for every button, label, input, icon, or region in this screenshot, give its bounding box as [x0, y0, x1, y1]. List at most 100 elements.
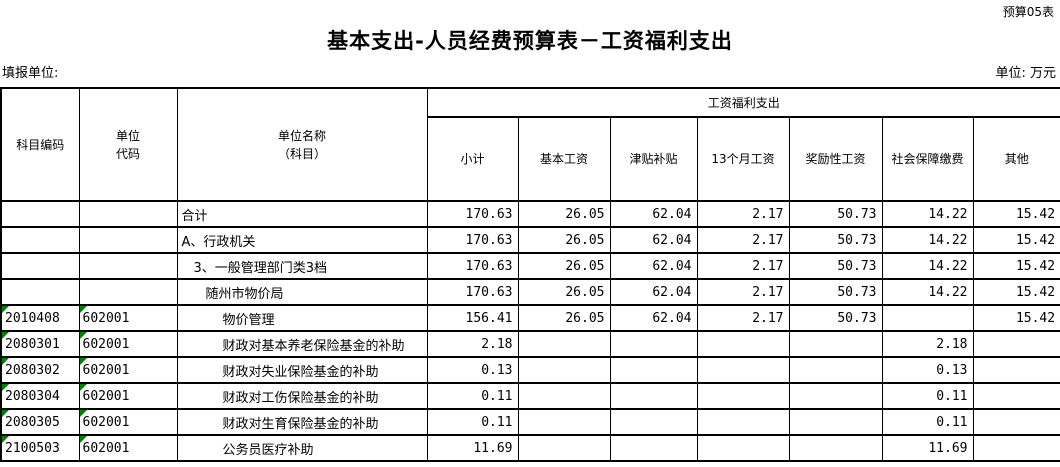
unit-code-cell[interactable] [78, 252, 178, 280]
value-cell[interactable] [609, 434, 698, 462]
subject-code-cell[interactable] [0, 226, 80, 254]
unit-name-cell[interactable]: A、行政机关 [176, 226, 428, 254]
group-header[interactable]: 工资福利支出 [426, 87, 1060, 118]
value-cell[interactable]: 170.63 [426, 278, 519, 306]
value-cell[interactable] [609, 330, 698, 358]
value-cell[interactable] [517, 356, 611, 384]
value-cell[interactable]: 2.17 [696, 200, 790, 228]
value-cell[interactable]: 170.63 [426, 226, 519, 254]
value-cell[interactable]: 0.11 [881, 382, 974, 410]
value-cell[interactable]: 15.42 [972, 252, 1060, 280]
sub-column-header-3[interactable]: 13个月工资 [696, 116, 790, 202]
unit-code-cell[interactable] [78, 226, 178, 254]
column-header-1[interactable]: 单位 代码 [78, 87, 178, 202]
subject-code-cell[interactable] [0, 200, 80, 228]
value-cell[interactable]: 26.05 [517, 278, 611, 306]
subject-code-cell[interactable]: 2080305 [0, 408, 80, 436]
unit-code-cell[interactable]: 602001 [78, 434, 178, 462]
value-cell[interactable] [881, 304, 974, 332]
column-header-0[interactable]: 科目编码 [0, 87, 80, 202]
subject-code-cell[interactable] [0, 252, 80, 280]
value-cell[interactable]: 11.69 [881, 434, 974, 462]
unit-name-cell[interactable]: 物价管理 [176, 304, 428, 332]
value-cell[interactable]: 62.04 [609, 200, 698, 228]
unit-name-cell[interactable]: 合计 [176, 200, 428, 228]
unit-name-cell[interactable]: 财政对工伤保险基金的补助 [176, 382, 428, 410]
value-cell[interactable] [788, 382, 883, 410]
value-cell[interactable] [696, 434, 790, 462]
value-cell[interactable] [517, 434, 611, 462]
sub-column-header-4[interactable]: 奖励性工资 [788, 116, 883, 202]
value-cell[interactable]: 2.17 [696, 278, 790, 306]
unit-code-cell[interactable]: 602001 [78, 382, 178, 410]
value-cell[interactable]: 0.11 [426, 408, 519, 436]
value-cell[interactable]: 0.13 [881, 356, 974, 384]
value-cell[interactable]: 62.04 [609, 304, 698, 332]
value-cell[interactable] [972, 330, 1060, 358]
value-cell[interactable]: 26.05 [517, 200, 611, 228]
subject-code-cell[interactable] [0, 278, 80, 306]
unit-name-cell[interactable]: 3、一般管理部门类3档 [176, 252, 428, 280]
value-cell[interactable] [972, 434, 1060, 462]
unit-name-cell[interactable]: 财政对基本养老保险基金的补助 [176, 330, 428, 358]
value-cell[interactable]: 170.63 [426, 200, 519, 228]
column-header-2[interactable]: 单位名称 （科目） [176, 87, 428, 202]
unit-name-cell[interactable]: 公务员医疗补助 [176, 434, 428, 462]
value-cell[interactable] [696, 382, 790, 410]
unit-name-cell[interactable]: 财政对失业保险基金的补助 [176, 356, 428, 384]
value-cell[interactable]: 26.05 [517, 304, 611, 332]
value-cell[interactable]: 2.17 [696, 304, 790, 332]
value-cell[interactable] [972, 356, 1060, 384]
value-cell[interactable] [517, 408, 611, 436]
value-cell[interactable]: 26.05 [517, 252, 611, 280]
value-cell[interactable]: 156.41 [426, 304, 519, 332]
value-cell[interactable] [609, 382, 698, 410]
subject-code-cell[interactable]: 2080301 [0, 330, 80, 358]
value-cell[interactable]: 50.73 [788, 278, 883, 306]
value-cell[interactable]: 14.22 [881, 278, 974, 306]
value-cell[interactable] [696, 330, 790, 358]
unit-code-cell[interactable]: 602001 [78, 330, 178, 358]
value-cell[interactable]: 14.22 [881, 200, 974, 228]
value-cell[interactable]: 14.22 [881, 252, 974, 280]
value-cell[interactable]: 2.17 [696, 226, 790, 254]
value-cell[interactable] [788, 356, 883, 384]
value-cell[interactable]: 2.17 [696, 252, 790, 280]
sub-column-header-5[interactable]: 社会保障缴费 [881, 116, 974, 202]
unit-name-cell[interactable]: 财政对生育保险基金的补助 [176, 408, 428, 436]
value-cell[interactable] [517, 330, 611, 358]
value-cell[interactable] [609, 356, 698, 384]
value-cell[interactable]: 50.73 [788, 252, 883, 280]
value-cell[interactable] [788, 408, 883, 436]
sub-column-header-2[interactable]: 津贴补贴 [609, 116, 698, 202]
value-cell[interactable]: 62.04 [609, 252, 698, 280]
value-cell[interactable] [696, 408, 790, 436]
subject-code-cell[interactable]: 2010408 [0, 304, 80, 332]
value-cell[interactable]: 15.42 [972, 200, 1060, 228]
value-cell[interactable]: 0.13 [426, 356, 519, 384]
value-cell[interactable]: 15.42 [972, 226, 1060, 254]
value-cell[interactable]: 15.42 [972, 278, 1060, 306]
value-cell[interactable]: 14.22 [881, 226, 974, 254]
sub-column-header-0[interactable]: 小计 [426, 116, 519, 202]
value-cell[interactable] [788, 434, 883, 462]
unit-name-cell[interactable]: 随州市物价局 [176, 278, 428, 306]
value-cell[interactable]: 2.18 [426, 330, 519, 358]
value-cell[interactable] [972, 382, 1060, 410]
sub-column-header-6[interactable]: 其他 [972, 116, 1060, 202]
value-cell[interactable]: 50.73 [788, 304, 883, 332]
subject-code-cell[interactable]: 2080302 [0, 356, 80, 384]
value-cell[interactable]: 2.18 [881, 330, 974, 358]
value-cell[interactable] [609, 408, 698, 436]
unit-code-cell[interactable]: 602001 [78, 408, 178, 436]
value-cell[interactable]: 0.11 [426, 382, 519, 410]
unit-code-cell[interactable] [78, 278, 178, 306]
value-cell[interactable] [972, 408, 1060, 436]
unit-code-cell[interactable] [78, 200, 178, 228]
unit-code-cell[interactable]: 602001 [78, 304, 178, 332]
unit-code-cell[interactable]: 602001 [78, 356, 178, 384]
value-cell[interactable]: 15.42 [972, 304, 1060, 332]
value-cell[interactable]: 26.05 [517, 226, 611, 254]
value-cell[interactable] [788, 330, 883, 358]
value-cell[interactable]: 62.04 [609, 226, 698, 254]
